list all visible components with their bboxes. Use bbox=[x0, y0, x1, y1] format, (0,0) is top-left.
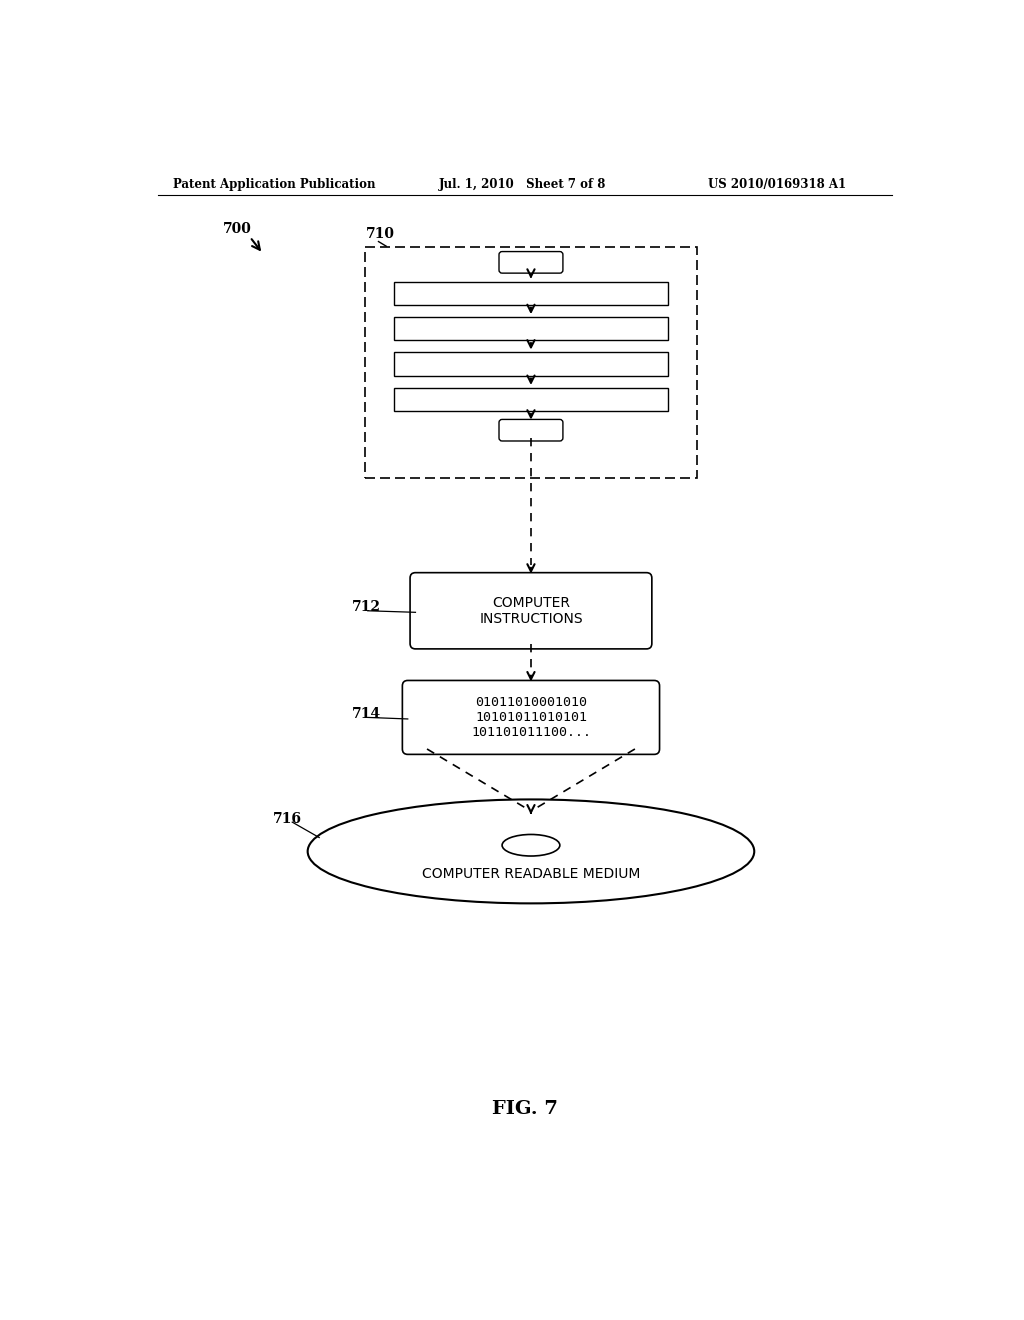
Text: 700: 700 bbox=[223, 222, 252, 236]
FancyBboxPatch shape bbox=[499, 252, 563, 273]
FancyBboxPatch shape bbox=[402, 681, 659, 755]
Text: 01011010001010
10101011010101
101101011100...: 01011010001010 10101011010101 1011010111… bbox=[471, 696, 591, 739]
FancyBboxPatch shape bbox=[499, 420, 563, 441]
Text: 714: 714 bbox=[352, 706, 382, 721]
Bar bbox=[394, 317, 668, 341]
Text: COMPUTER
INSTRUCTIONS: COMPUTER INSTRUCTIONS bbox=[479, 595, 583, 626]
Text: 716: 716 bbox=[273, 812, 302, 826]
Bar bbox=[394, 352, 668, 376]
Ellipse shape bbox=[502, 834, 560, 857]
Ellipse shape bbox=[307, 800, 755, 903]
FancyBboxPatch shape bbox=[410, 573, 652, 649]
Text: COMPUTER READABLE MEDIUM: COMPUTER READABLE MEDIUM bbox=[422, 867, 640, 882]
Text: 710: 710 bbox=[366, 227, 394, 240]
Text: Patent Application Publication: Patent Application Publication bbox=[173, 178, 376, 190]
Bar bbox=[394, 388, 668, 411]
Bar bbox=[394, 281, 668, 305]
Text: Jul. 1, 2010   Sheet 7 of 8: Jul. 1, 2010 Sheet 7 of 8 bbox=[438, 178, 606, 190]
Text: 712: 712 bbox=[352, 599, 381, 614]
Text: US 2010/0169318 A1: US 2010/0169318 A1 bbox=[708, 178, 846, 190]
Text: FIG. 7: FIG. 7 bbox=[492, 1101, 558, 1118]
